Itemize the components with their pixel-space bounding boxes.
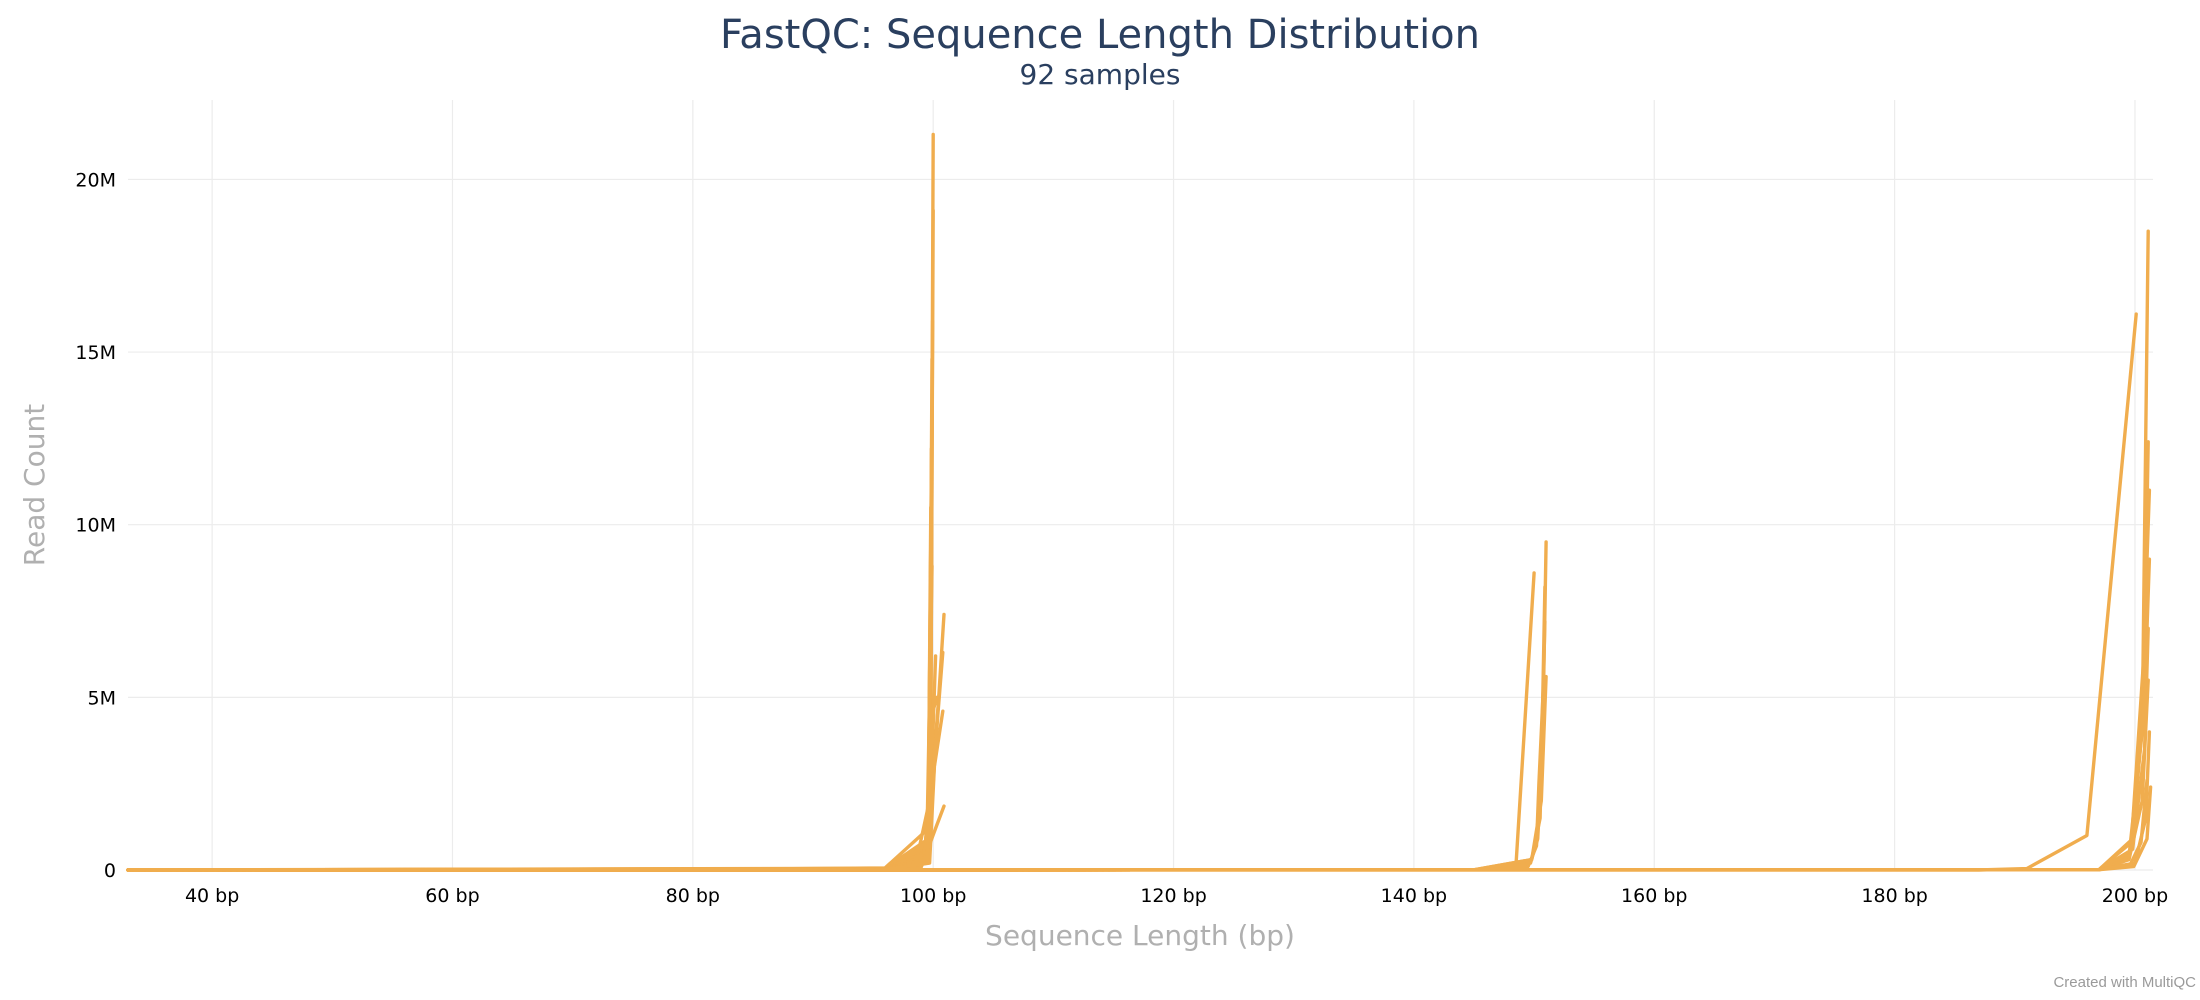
series-line-5[interactable]	[126, 416, 934, 872]
series-line-13[interactable]	[126, 612, 946, 872]
series-line-2[interactable]	[126, 208, 935, 872]
series-line-4[interactable]	[126, 357, 934, 872]
series-line-32[interactable]	[126, 785, 2153, 872]
x-tick-label: 40 bp	[185, 885, 239, 907]
series-line-24[interactable]	[126, 229, 2150, 872]
series-line-26[interactable]	[126, 488, 2152, 872]
series-line-3[interactable]	[126, 319, 935, 872]
x-tick-labels: 40 bp 60 bp 80 bp 100 bp 120 bp 140 bp 160 bp 1…	[185, 885, 2168, 907]
series-line-28[interactable]	[126, 626, 2150, 872]
x-tick-label: 100 bp	[900, 885, 966, 907]
y-axis-title: Read Count	[18, 404, 51, 566]
x-axis-title: Sequence Length (bp)	[985, 919, 1295, 952]
credit-text: Created with MultiQC	[2053, 974, 2196, 991]
series-line-12[interactable]	[126, 692, 941, 872]
series-line-27[interactable]	[126, 557, 2152, 872]
series-line-29[interactable]	[126, 678, 2150, 872]
series-line-20[interactable]	[126, 585, 1547, 872]
series-line-18[interactable]	[126, 571, 1536, 872]
series-line-22[interactable]	[126, 674, 1548, 872]
series-line-8[interactable]	[126, 505, 933, 872]
series-line-17[interactable]	[126, 695, 939, 872]
x-tick-label: 160 bp	[1621, 885, 1687, 907]
series-line-25[interactable]	[126, 440, 2150, 872]
series-line-7[interactable]	[126, 478, 934, 872]
x-tick-label: 80 bp	[666, 885, 720, 907]
series-line-1[interactable]	[126, 132, 935, 872]
series-line-16[interactable]	[126, 804, 946, 872]
series-line-23[interactable]	[126, 312, 2138, 872]
series-line-11[interactable]	[126, 654, 938, 872]
series-line-14[interactable]	[126, 650, 945, 872]
y-tick-label: 20M	[75, 169, 116, 191]
x-tick-label: 60 bp	[425, 885, 479, 907]
series-line-19[interactable]	[126, 540, 1548, 872]
y-gridlines	[128, 178, 2153, 871]
series-line-9[interactable]	[126, 536, 933, 872]
series-line-31[interactable]	[126, 778, 2149, 872]
series-layer	[126, 132, 2153, 872]
x-gridlines	[211, 100, 2136, 870]
y-tick-label: 5M	[88, 687, 116, 709]
series-line-6[interactable]	[126, 447, 934, 872]
y-tick-label: 15M	[75, 342, 116, 364]
series-line-15[interactable]	[126, 709, 945, 872]
y-tick-labels: 0 5M 10M 15M 20M	[75, 169, 116, 882]
chart-subtitle: 92 samples	[1020, 58, 1181, 91]
x-tick-label: 120 bp	[1140, 885, 1206, 907]
x-tick-label: 140 bp	[1381, 885, 1447, 907]
series-line-30[interactable]	[126, 730, 2152, 872]
chart-title: FastQC: Sequence Length Distribution	[720, 12, 1480, 58]
y-tick-label: 10M	[75, 515, 116, 537]
x-tick-label: 200 bp	[2102, 885, 2168, 907]
x-tick-label: 180 bp	[1861, 885, 1927, 907]
y-tick-label: 0	[104, 860, 116, 882]
series-line-10[interactable]	[126, 564, 934, 872]
series-line-21[interactable]	[126, 619, 1547, 872]
